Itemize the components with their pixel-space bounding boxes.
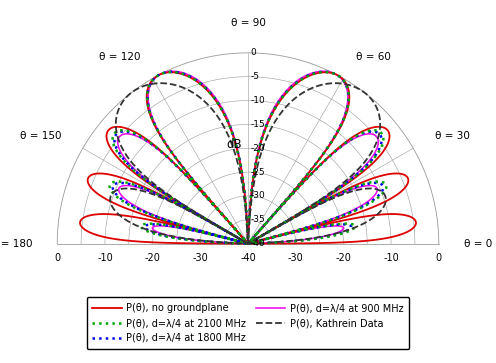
Text: -10: -10 [97, 253, 113, 263]
Text: -35: -35 [250, 215, 265, 224]
Text: -10: -10 [383, 253, 399, 263]
Text: -20: -20 [250, 144, 265, 153]
Text: 0: 0 [250, 48, 256, 57]
Text: -5: -5 [250, 72, 259, 81]
Text: -30: -30 [192, 253, 208, 263]
Text: -20: -20 [145, 253, 161, 263]
Text: θ = 90: θ = 90 [231, 18, 265, 28]
Text: -30: -30 [250, 191, 265, 200]
Text: -25: -25 [250, 168, 265, 176]
Text: θ = 30: θ = 30 [434, 131, 470, 141]
Text: -10: -10 [250, 96, 265, 105]
Text: -15: -15 [250, 120, 265, 129]
Text: 0: 0 [435, 253, 442, 263]
Text: -40: -40 [250, 239, 265, 248]
Text: -20: -20 [335, 253, 351, 263]
Text: -40: -40 [240, 253, 256, 263]
Text: θ = 0: θ = 0 [464, 238, 492, 249]
Text: dB: dB [227, 138, 243, 151]
Text: θ = 60: θ = 60 [356, 52, 391, 62]
Text: θ = 180: θ = 180 [0, 238, 32, 249]
Text: θ = 150: θ = 150 [20, 131, 62, 141]
Text: θ = 120: θ = 120 [99, 52, 140, 62]
Text: -30: -30 [288, 253, 304, 263]
Text: 0: 0 [54, 253, 61, 263]
Legend: P(θ), no groundplane, P(θ), d=λ/4 at 2100 MHz, P(θ), d=λ/4 at 1800 MHz, P(θ), d=: P(θ), no groundplane, P(θ), d=λ/4 at 210… [86, 297, 410, 349]
